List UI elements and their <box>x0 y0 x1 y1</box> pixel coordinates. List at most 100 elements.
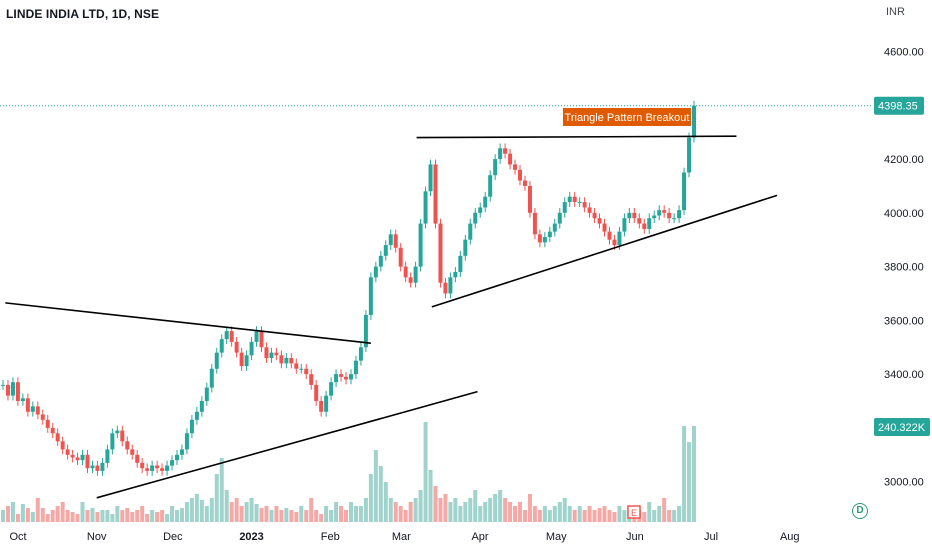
candle-body <box>413 266 418 283</box>
volume-bar <box>294 512 299 522</box>
candle-body <box>170 460 175 466</box>
volume-bar <box>179 508 184 522</box>
candle-body <box>488 175 493 197</box>
candle-body <box>40 414 45 420</box>
volume-bar <box>473 490 478 522</box>
annotation-box[interactable] <box>563 108 691 126</box>
candle-body <box>140 462 145 469</box>
candle-body <box>597 218 602 224</box>
volume-bar <box>234 498 239 522</box>
volume-bar <box>388 498 393 522</box>
candle-body <box>567 196 572 203</box>
trendline[interactable] <box>5 302 371 345</box>
volume-bar <box>428 470 433 522</box>
candle-body <box>398 247 403 267</box>
candle-body <box>592 212 597 219</box>
volume-bar <box>309 498 314 522</box>
volume-bar <box>353 506 358 522</box>
candle-body <box>373 266 378 278</box>
volume-bar <box>358 506 363 522</box>
y-tick-label: 3600.00 <box>884 315 924 327</box>
volume-bar <box>150 510 155 522</box>
volume-bar <box>537 510 542 522</box>
candle-body <box>572 196 577 203</box>
volume-bar <box>667 510 672 522</box>
volume-bar <box>552 506 557 522</box>
candle-body <box>25 398 30 412</box>
candle-body <box>20 398 25 402</box>
volume-bar <box>334 502 339 522</box>
volume-bar <box>244 502 249 522</box>
candle-body <box>160 468 165 471</box>
candle-body <box>383 245 388 256</box>
candle-body <box>274 352 279 356</box>
candle-body <box>458 255 463 272</box>
volume-bar <box>319 514 324 522</box>
candle-body <box>10 382 15 396</box>
volume-bar <box>155 512 160 522</box>
volume-bar <box>55 506 60 522</box>
volume-bar <box>562 498 567 522</box>
volume-bar <box>587 506 592 522</box>
volume-bar <box>532 506 537 522</box>
volume-bar <box>582 510 587 522</box>
candle-body <box>527 185 532 213</box>
volume-bar <box>140 506 145 522</box>
candle-body <box>135 454 140 463</box>
trendline[interactable] <box>431 194 778 308</box>
candle-body <box>319 401 324 412</box>
trendline[interactable] <box>416 135 737 139</box>
currency-label: INR <box>886 6 905 18</box>
volume-bar <box>259 508 264 522</box>
volume-bar <box>85 510 90 522</box>
volume-bar <box>100 510 105 522</box>
volume-bar <box>393 502 398 522</box>
candle-body <box>687 137 692 173</box>
x-tick-label: Aug <box>780 531 800 543</box>
candle-body <box>90 465 95 469</box>
volume-bar <box>229 502 234 522</box>
candle-body <box>314 384 319 402</box>
volume-bar <box>577 506 582 522</box>
candle-body <box>259 331 264 348</box>
candle-body <box>105 449 110 463</box>
volume-bar <box>622 510 627 522</box>
volume-bar <box>453 498 458 522</box>
candle-body <box>448 277 453 294</box>
volume-bar <box>463 502 468 522</box>
tv-logo-badge[interactable]: D <box>852 503 868 519</box>
candle-body <box>552 223 557 232</box>
candle-body <box>682 172 687 211</box>
volume-bar <box>120 510 125 522</box>
candle-body <box>672 218 677 220</box>
candle-body <box>393 234 398 248</box>
volume-bar <box>279 510 284 522</box>
volume-bar <box>204 506 209 522</box>
volume-bar <box>339 506 344 522</box>
annotation-text: Triangle Pattern Breakout <box>565 112 690 124</box>
candle-body <box>50 427 55 434</box>
candle-body <box>403 266 408 278</box>
trendline[interactable] <box>96 390 478 499</box>
candle-body <box>184 433 189 450</box>
x-tick-label: Dec <box>163 531 183 543</box>
candle-body <box>498 148 503 160</box>
candle-body <box>344 376 349 380</box>
candle-body <box>115 430 120 434</box>
volume-bar <box>314 510 319 522</box>
volume-bar <box>373 450 378 522</box>
candle-body <box>304 368 309 375</box>
volume-bar <box>184 502 189 522</box>
volume-bar <box>289 510 294 522</box>
earnings-icon[interactable] <box>627 505 641 519</box>
candle-body <box>35 406 40 415</box>
candle-body <box>334 374 339 383</box>
candle-body <box>249 341 254 356</box>
volume-bar <box>75 514 80 522</box>
y-tick-label: 4600.00 <box>884 47 924 59</box>
candle-body <box>363 314 368 348</box>
candle-body <box>557 212 562 224</box>
candle-body <box>652 215 657 219</box>
y-tick-label: 4000.00 <box>884 208 924 220</box>
